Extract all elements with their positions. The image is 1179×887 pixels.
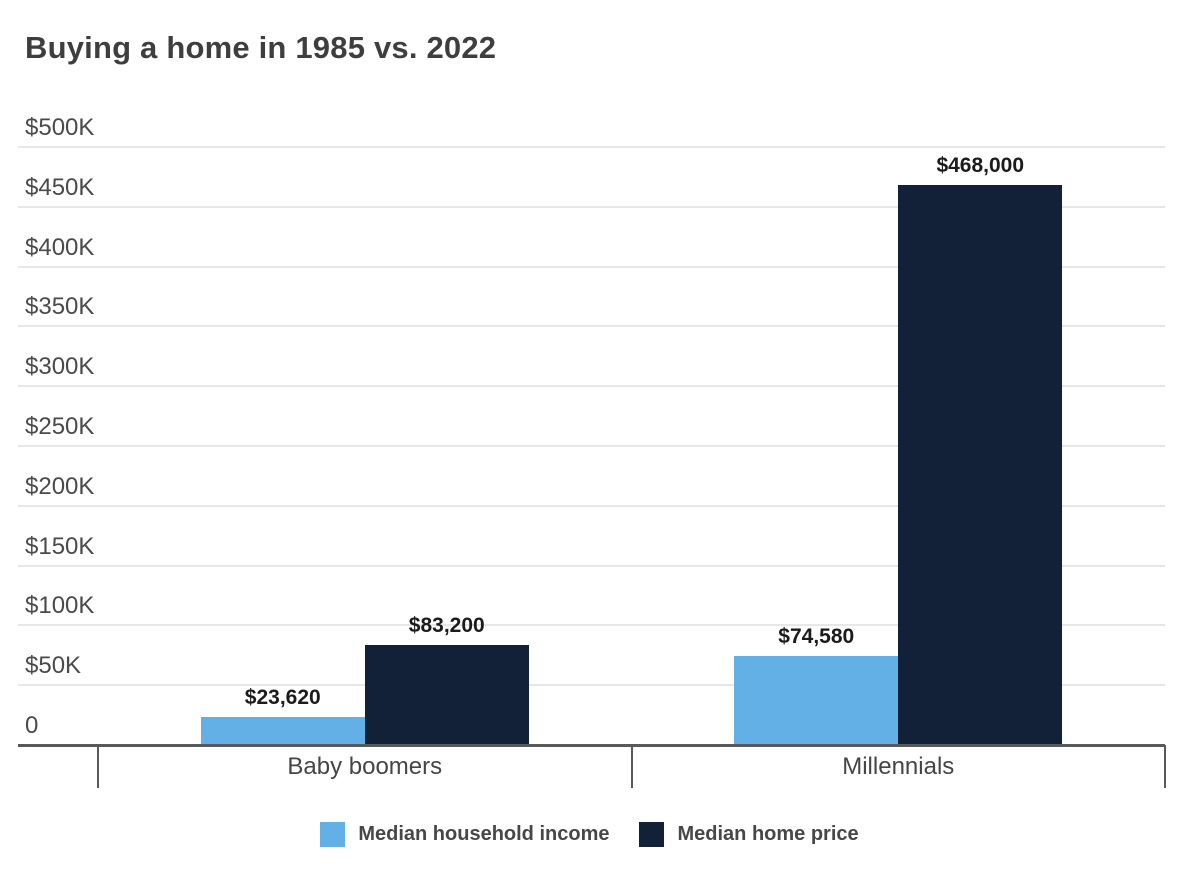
legend: Median household income Median home price <box>0 822 1179 847</box>
bar-value-label: $83,200 <box>408 614 485 638</box>
y-gridline <box>18 684 1165 687</box>
y-gridline <box>18 205 1165 208</box>
y-gridline <box>18 325 1165 328</box>
legend-item: Median household income <box>320 822 609 847</box>
y-axis-tick-label: $150K <box>25 532 95 560</box>
chart-title: Buying a home in 1985 vs. 2022 <box>25 30 497 65</box>
y-gridline <box>18 504 1165 507</box>
y-axis-tick-label: $500K <box>25 114 95 141</box>
y-axis-tick-label: $250K <box>25 413 95 440</box>
x-axis-tick <box>1164 745 1166 788</box>
y-axis-tick-label: $400K <box>25 233 95 261</box>
legend-swatch-income <box>320 822 346 847</box>
legend-label: Median home price <box>677 823 859 845</box>
y-gridline <box>18 265 1165 268</box>
y-axis-tick-label: $200K <box>25 472 95 500</box>
y-axis-tick-label: 0 <box>25 712 39 739</box>
bar-value-label: $23,620 <box>244 685 321 709</box>
x-axis-line <box>18 744 1165 747</box>
legend-label: Median household income <box>358 823 610 845</box>
y-gridline <box>18 385 1165 388</box>
bar-home-price <box>364 645 529 745</box>
legend-swatch-home-price <box>639 822 665 847</box>
x-axis-tick <box>97 745 99 788</box>
bar-home-price <box>898 185 1063 745</box>
x-axis-tick <box>630 745 633 788</box>
y-gridline <box>18 445 1165 447</box>
bar-income <box>734 655 899 745</box>
bar-income <box>200 716 365 745</box>
y-axis-tick-label: $100K <box>25 592 95 620</box>
bar-value-label: $74,580 <box>778 624 855 648</box>
x-axis-category-label: Baby boomers <box>287 753 443 780</box>
legend-item: Median home price <box>639 822 859 847</box>
y-gridline <box>18 564 1165 567</box>
y-gridline <box>18 624 1165 627</box>
y-axis-tick-label: $450K <box>25 173 95 201</box>
bar-value-label: $468,000 <box>936 154 1025 178</box>
x-axis-category-label: Millennials <box>842 753 955 780</box>
y-axis-tick-label: $50K <box>25 652 82 680</box>
y-axis-tick-label: $300K <box>25 353 95 381</box>
y-gridline <box>18 146 1165 148</box>
y-axis-tick-label: $350K <box>25 293 95 321</box>
